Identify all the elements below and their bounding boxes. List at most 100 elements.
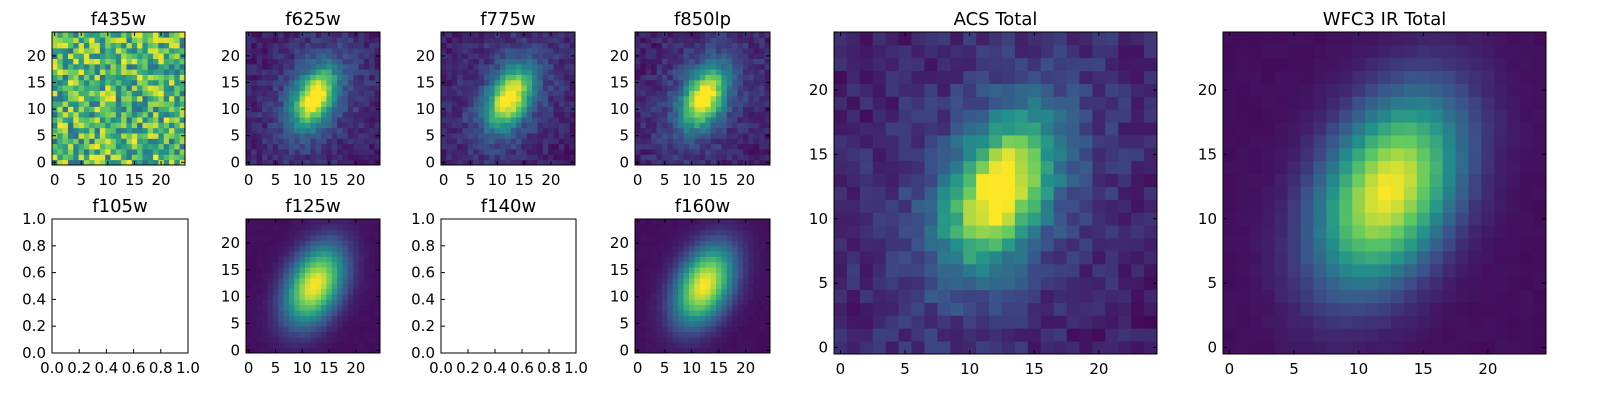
heatmap-cell	[364, 294, 370, 300]
heatmap-cell	[369, 122, 375, 128]
x-tick-label: 15	[709, 171, 728, 189]
heatmap-cell	[640, 273, 646, 279]
heatmap-cell	[727, 59, 733, 65]
heatmap-cell	[646, 48, 652, 54]
heatmap-cell	[468, 96, 474, 102]
heatmap-cell	[711, 80, 717, 86]
heatmap-cell	[1002, 225, 1015, 238]
x-tick-label: 20	[1089, 360, 1108, 378]
heatmap-cell	[1002, 122, 1015, 135]
heatmap-cell	[950, 135, 963, 148]
heatmap-cell	[116, 128, 122, 134]
heatmap-cell	[721, 69, 727, 75]
heatmap-cell	[364, 64, 370, 70]
heatmap-cell	[721, 154, 727, 160]
heatmap-cell	[950, 315, 963, 328]
heatmap-cell	[732, 257, 738, 263]
heatmap-cell	[111, 133, 117, 139]
heatmap-cell	[743, 326, 749, 332]
panel-title: f435w	[91, 9, 146, 30]
heatmap-cell	[743, 283, 749, 289]
heatmap-cell	[662, 96, 668, 102]
heatmap-cell	[348, 267, 354, 273]
heatmap-cell	[937, 135, 950, 148]
heatmap-cell	[364, 332, 370, 338]
heatmap-cell	[899, 96, 912, 109]
heatmap-cell	[294, 80, 300, 86]
heatmap-cell	[369, 273, 375, 279]
heatmap-cell	[1443, 238, 1456, 251]
heatmap-cell	[369, 85, 375, 91]
heatmap-cell	[348, 342, 354, 348]
heatmap-cell	[489, 106, 495, 112]
heatmap-cell	[300, 106, 306, 112]
heatmap-cell	[912, 187, 925, 200]
heatmap-cell	[316, 32, 322, 38]
heatmap-cell	[342, 96, 348, 102]
heatmap-cell	[1079, 148, 1092, 161]
heatmap-cell	[651, 289, 657, 295]
heatmap-cell	[950, 212, 963, 225]
heatmap-cell	[873, 96, 886, 109]
heatmap-cell	[89, 133, 95, 139]
heatmap-cell	[662, 273, 668, 279]
heatmap-cell	[554, 112, 560, 118]
heatmap-cell	[294, 32, 300, 38]
heatmap-cell	[646, 246, 652, 252]
heatmap-cell	[899, 199, 912, 212]
x-tick-label: 0.2	[456, 359, 480, 377]
heatmap-cell	[700, 240, 706, 246]
heatmap-cell	[273, 43, 279, 49]
heatmap-cell	[1430, 251, 1443, 264]
heatmap-cell	[1002, 32, 1015, 45]
heatmap-cell	[743, 315, 749, 321]
heatmap-cell	[251, 321, 257, 327]
heatmap-cell	[142, 75, 148, 81]
heatmap-cell	[305, 267, 311, 273]
heatmap-cell	[1015, 161, 1028, 174]
heatmap-cell	[1520, 212, 1533, 225]
heatmap-cell	[364, 106, 370, 112]
heatmap-cell	[673, 43, 679, 49]
heatmap-cell	[310, 106, 316, 112]
heatmap-cell	[673, 59, 679, 65]
heatmap-cell	[294, 128, 300, 134]
heatmap-cell	[700, 326, 706, 332]
heatmap-cell	[651, 230, 657, 236]
heatmap-cell	[860, 302, 873, 315]
heatmap-cell	[1339, 302, 1352, 315]
heatmap-cell	[732, 69, 738, 75]
heatmap-cell	[640, 332, 646, 338]
heatmap-cell	[273, 305, 279, 311]
heatmap-cell	[278, 112, 284, 118]
heatmap-cell	[646, 101, 652, 107]
heatmap-cell	[52, 59, 58, 65]
heatmap-cell	[457, 101, 463, 107]
heatmap-cell	[899, 45, 912, 58]
heatmap-cell	[640, 224, 646, 230]
heatmap-cell	[554, 32, 560, 38]
heatmap-cell	[89, 53, 95, 59]
heatmap-cell	[694, 310, 700, 316]
heatmap-cell	[1378, 225, 1391, 238]
heatmap-cell	[1288, 302, 1301, 315]
heatmap-cell	[635, 262, 641, 268]
heatmap-cell	[716, 315, 722, 321]
heatmap-cell	[142, 154, 148, 160]
heatmap-cell	[495, 48, 501, 54]
heatmap-cell	[484, 59, 490, 65]
heatmap-cell	[262, 257, 268, 263]
heatmap-cell	[1326, 290, 1339, 303]
heatmap-cell	[369, 305, 375, 311]
heatmap-cell	[95, 149, 101, 155]
heatmap-cell	[84, 117, 90, 123]
heatmap-cell	[1118, 328, 1131, 341]
heatmap-cell	[326, 149, 332, 155]
heatmap-cell	[111, 32, 117, 38]
heatmap-cell	[489, 128, 495, 134]
heatmap-cell	[847, 315, 860, 328]
heatmap-cell	[457, 43, 463, 49]
heatmap-cell	[441, 64, 447, 70]
heatmap-cell	[886, 58, 899, 71]
heatmap-cell	[273, 133, 279, 139]
